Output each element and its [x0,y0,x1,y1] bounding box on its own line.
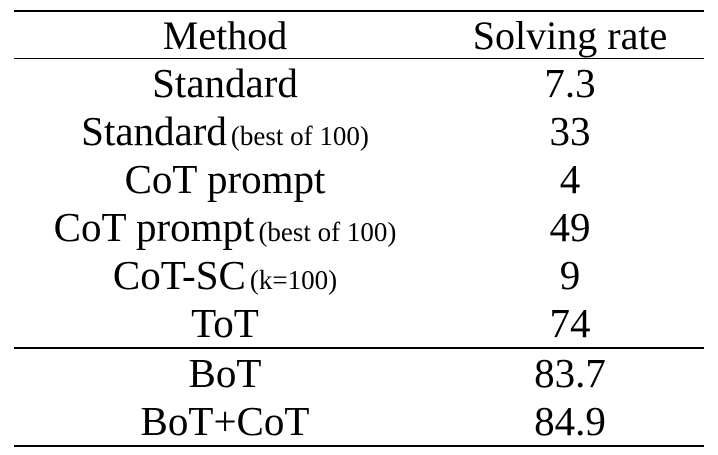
method-cell: Standard [14,59,436,107]
rate-cell: 74 [549,300,591,346]
header-solving-rate: Solving rate [472,12,668,58]
method-name: Standard [81,108,227,154]
rate-cell: 4 [559,156,581,202]
method-cell: CoT prompt [14,155,436,203]
header-method: Method [162,12,288,58]
table-body: Standard 7.3 Standard (best of 100) 33 C… [14,59,704,445]
method-cell: BoT+CoT [14,397,436,445]
table-row: BoT 83.7 [14,349,704,397]
table-row: Standard (best of 100) 33 [14,107,704,155]
rate-cell: 33 [549,108,591,154]
method-note: (best of 100) [230,121,369,151]
method-cell: BoT [14,349,436,397]
method-note: (k=100) [249,265,338,295]
method-cell: ToT [14,299,436,347]
table-row: BoT+CoT 84.9 [14,397,704,445]
results-table: Method Solving rate Standard 7.3 Standar… [14,10,704,447]
method-cell: Standard (best of 100) [14,107,436,155]
method-name: CoT prompt [124,156,326,202]
method-note: (best of 100) [258,217,397,247]
table-row: CoT-SC (k=100) 9 [14,251,704,299]
method-cell: CoT prompt (best of 100) [14,203,436,251]
table-row: Standard 7.3 [14,59,704,107]
method-name: Standard [152,60,298,106]
bottom-rule [14,445,704,447]
rate-cell: 84.9 [534,398,606,444]
header-row: Method Solving rate [14,12,704,58]
mid-rule [14,347,704,349]
rate-cell: 49 [549,204,591,250]
rate-cell: 7.3 [544,60,596,106]
method-name: BoT+CoT [140,398,310,444]
table-row: ToT 74 [14,299,704,347]
rate-cell: 83.7 [534,350,606,396]
rate-cell: 9 [559,252,581,298]
table-row: CoT prompt (best of 100) 49 [14,203,704,251]
method-name: ToT [191,300,259,346]
method-name: BoT [188,350,262,396]
method-name: CoT prompt [53,204,255,250]
method-cell: CoT-SC (k=100) [14,251,436,299]
header-rule [14,58,704,59]
table-row: CoT prompt 4 [14,155,704,203]
top-rule [14,10,704,12]
method-name: CoT-SC [112,252,246,298]
